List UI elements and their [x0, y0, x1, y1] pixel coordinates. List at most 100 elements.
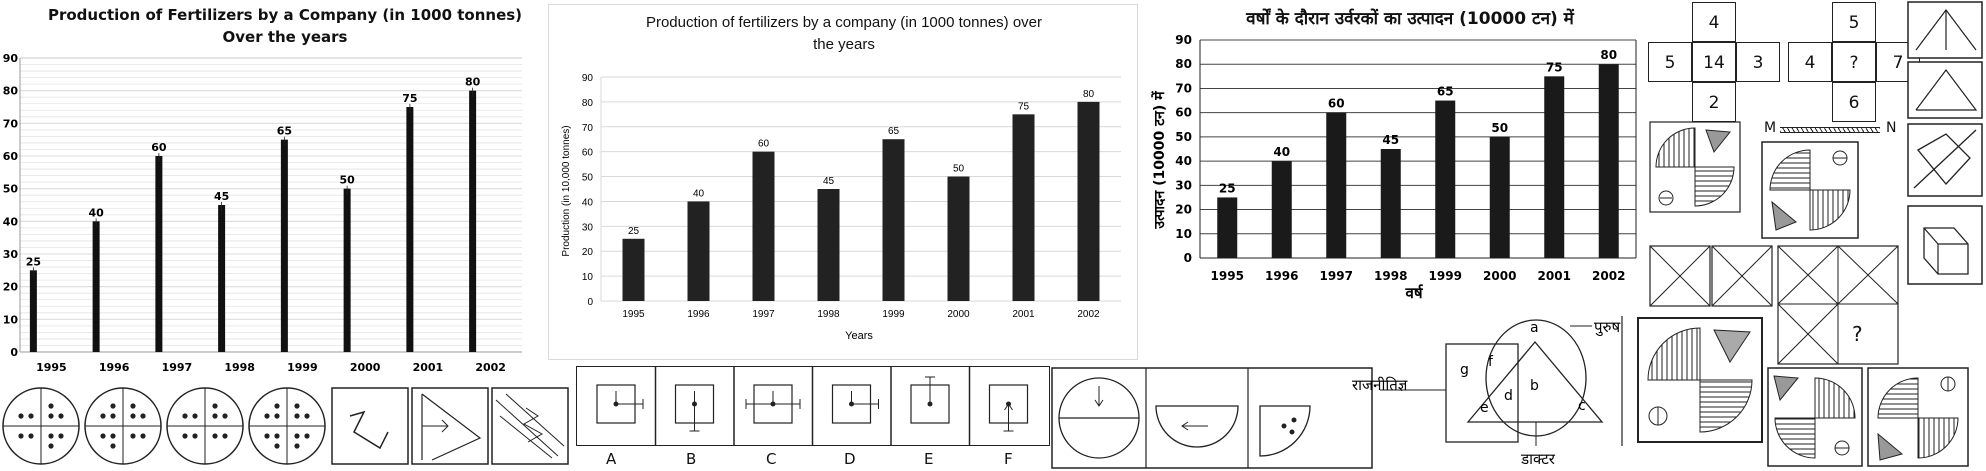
bar — [1012, 114, 1035, 301]
arrow-label-f: F — [1004, 450, 1013, 468]
cross-1-bottom: 2 — [1692, 82, 1736, 122]
x-tick-label: 1999 — [1429, 269, 1462, 283]
cross-2-top: 5 — [1832, 2, 1876, 42]
grid-figure-question — [1777, 245, 1899, 365]
bar — [1217, 197, 1238, 258]
arrow-label-c: C — [766, 450, 777, 468]
quarter-figure-answer — [1761, 141, 1859, 239]
y-tick-label: 30 — [1175, 178, 1192, 192]
y-tick-label: 20 — [3, 281, 19, 294]
y-tick-label: 40 — [1175, 154, 1192, 168]
y-tick-label: 0 — [10, 346, 18, 359]
y-tick-label: 40 — [3, 215, 19, 228]
data-label: 80 — [1083, 89, 1095, 100]
bar — [687, 201, 710, 301]
mirror-line: M N — [1764, 120, 1904, 140]
x-tick-label: 2000 — [1483, 269, 1516, 283]
bar — [92, 221, 100, 352]
y-tick-label: 20 — [1175, 203, 1192, 217]
data-label: 60 — [758, 139, 770, 150]
venn-region-a: a — [1530, 320, 1539, 336]
x-tick-label: 2000 — [350, 361, 381, 374]
data-label: 80 — [465, 76, 481, 89]
y-tick-label: 40 — [582, 197, 594, 208]
chart-1-title: Production of Fertilizers by a Company (… — [47, 6, 523, 24]
venn-label-purush: पुरुष — [1594, 318, 1620, 337]
y-tick-label: 80 — [3, 85, 19, 98]
x-tick-label: 1995 — [1211, 269, 1244, 283]
bar — [280, 139, 288, 352]
y-tick-label: 50 — [582, 173, 594, 184]
bar — [752, 151, 775, 301]
x-tick-label: 1999 — [287, 361, 318, 374]
y-tick-label: 30 — [582, 222, 594, 233]
y-tick-label: 50 — [3, 183, 19, 196]
y-tick-label: 50 — [1175, 130, 1192, 144]
y-tick-label: 10 — [582, 272, 594, 283]
arrow-label-d: D — [844, 450, 856, 468]
data-label: 45 — [214, 190, 229, 203]
arrow-label-e: E — [924, 450, 934, 468]
arrow-figure-labels: A B C D E F — [576, 450, 1050, 470]
data-label: 40 — [1273, 145, 1290, 159]
venn-region-b: b — [1530, 378, 1539, 394]
bar — [1544, 76, 1565, 258]
x-tick-label: 1997 — [1320, 269, 1353, 283]
figure-mirror-shape — [1907, 123, 1983, 197]
quarter-figure-large — [1637, 317, 1763, 443]
quarter-figure-original — [1649, 121, 1741, 213]
y-tick-label: 80 — [1175, 57, 1192, 71]
data-label: 45 — [823, 176, 835, 187]
line-figure-1 — [331, 387, 409, 465]
venn-region-d: d — [1504, 388, 1513, 404]
data-label: 75 — [402, 92, 417, 105]
paper-fold-series — [1051, 367, 1373, 469]
cross-2-bottom: 6 — [1832, 82, 1876, 122]
chart-3-title: वर्षों के दौरान उर्वरकों का उत्पादन (100… — [1246, 9, 1574, 29]
cross-1-top: 4 — [1692, 2, 1736, 42]
chart-2: Production of fertilizers by a company (… — [548, 4, 1138, 360]
bar — [218, 205, 226, 352]
quarter-option-a — [1767, 367, 1863, 467]
data-label: 25 — [628, 226, 640, 237]
y-tick-label: 30 — [3, 248, 19, 261]
y-tick-label: 20 — [582, 247, 594, 258]
fold-circle — [1058, 377, 1140, 459]
cross-puzzle-2: 5 4 ? 7 6 — [1788, 2, 1942, 122]
data-label: 25 — [1219, 181, 1236, 195]
x-axis-title: वर्ष — [1404, 284, 1423, 302]
y-tick-label: 90 — [582, 73, 594, 84]
venn-region-g: g — [1460, 362, 1469, 378]
venn-region-c: c — [1578, 398, 1586, 414]
bar — [155, 156, 163, 352]
data-label: 25 — [26, 255, 41, 268]
line-figure-3 — [491, 387, 569, 465]
bar — [1435, 100, 1456, 258]
arrow-label-a: A — [606, 450, 617, 468]
x-tick-label: 2002 — [1077, 309, 1100, 320]
y-tick-label: 0 — [587, 297, 593, 308]
chart-1-subtitle: Over the years — [222, 28, 348, 46]
x-tick-label: 1997 — [162, 361, 193, 374]
bar — [622, 238, 645, 301]
venn-region-e: e — [1480, 400, 1489, 416]
data-label: 50 — [339, 174, 355, 187]
bar — [817, 189, 840, 301]
y-axis-title: Production (in 10,000 tonnes) — [561, 125, 572, 256]
chart-3: वर्षों के दौरान उर्वरकों का उत्पादन (100… — [1150, 0, 1650, 310]
chart-2-plot: 0 10 20 30 40 50 60 70 80 90 25 1995 40 1996 60 1997 45 1… — [561, 73, 1121, 342]
figure-cube — [1907, 205, 1983, 285]
x-tick-label: 1996 — [687, 309, 710, 320]
figure-fold-1 — [1907, 1, 1983, 59]
x-tick-label: 2002 — [1592, 269, 1625, 283]
cross-1-center: 14 — [1692, 42, 1736, 82]
arrow-figure-strip — [576, 366, 1050, 446]
cross-2-left: 4 — [1788, 42, 1832, 82]
x-axis-title: Years — [845, 330, 873, 342]
grid-figure-2 — [1711, 245, 1773, 307]
x-tick-label: 2001 — [1538, 269, 1571, 283]
y-tick-label: 10 — [1175, 227, 1192, 241]
data-label: 60 — [1328, 97, 1345, 111]
data-label: 40 — [88, 206, 104, 219]
x-tick-label: 2001 — [413, 361, 444, 374]
